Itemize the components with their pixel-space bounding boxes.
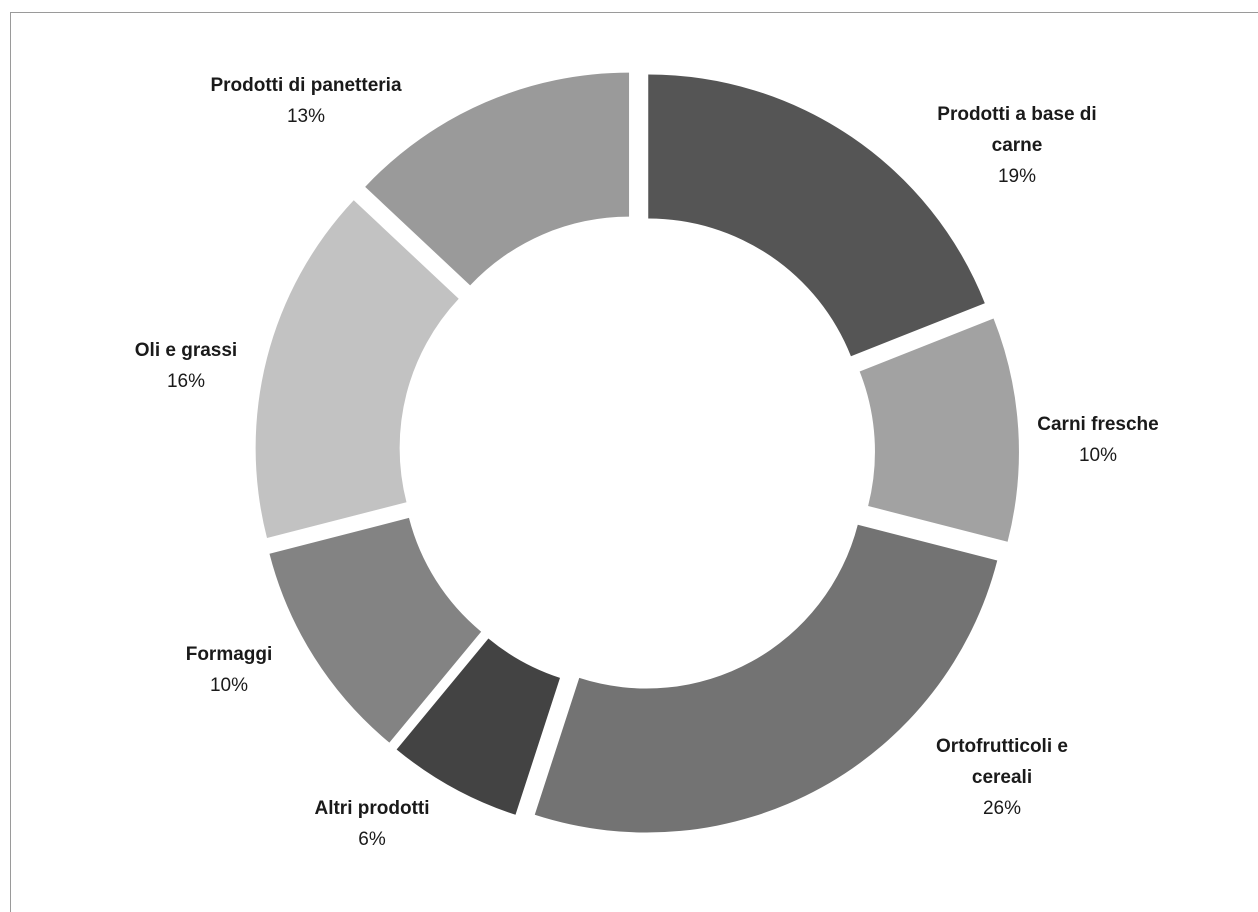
donut-slice-4 [269, 517, 482, 743]
slice-label-4: Formaggi 10% [186, 644, 273, 696]
donut-slice-6 [365, 72, 630, 286]
slice-name-line: Prodotti a base di [937, 104, 1096, 125]
slice-name-line: Formaggi [186, 644, 273, 665]
slice-percent: 16% [167, 371, 205, 392]
slice-label-2: Ortofrutticoli e cereali 26% [936, 736, 1068, 819]
slice-percent: 13% [287, 106, 325, 127]
slice-name-line: Prodotti di panetteria [210, 75, 402, 96]
slice-label-1: Carni fresche 10% [1037, 414, 1158, 466]
donut-slice-3 [396, 638, 560, 815]
slice-name-line: Oli e grassi [135, 340, 237, 361]
slice-label-0: Prodotti a base di carne 19% [937, 104, 1096, 187]
slice-label-5: Oli e grassi 16% [135, 340, 237, 392]
slice-name-line: cereali [972, 767, 1032, 788]
slice-name-line: Carni fresche [1037, 414, 1158, 435]
slice-name-line: Ortofrutticoli e [936, 736, 1068, 757]
donut-slice-0 [648, 74, 985, 357]
slice-label-6: Prodotti di panetteria 13% [210, 75, 402, 127]
slice-label-3: Altri prodotti 6% [314, 798, 429, 850]
slice-percent: 26% [983, 798, 1021, 819]
donut-slice-5 [255, 200, 459, 539]
slice-percent: 10% [210, 675, 248, 696]
chart-frame [10, 12, 1258, 912]
slice-name-line: carne [992, 135, 1043, 156]
donut-slice-1 [859, 318, 1019, 542]
slice-name-line: Altri prodotti [314, 798, 429, 819]
slice-percent: 19% [998, 166, 1036, 187]
slice-percent: 6% [358, 829, 386, 850]
donut-slice-2 [534, 524, 998, 833]
slice-percent: 10% [1079, 445, 1117, 466]
